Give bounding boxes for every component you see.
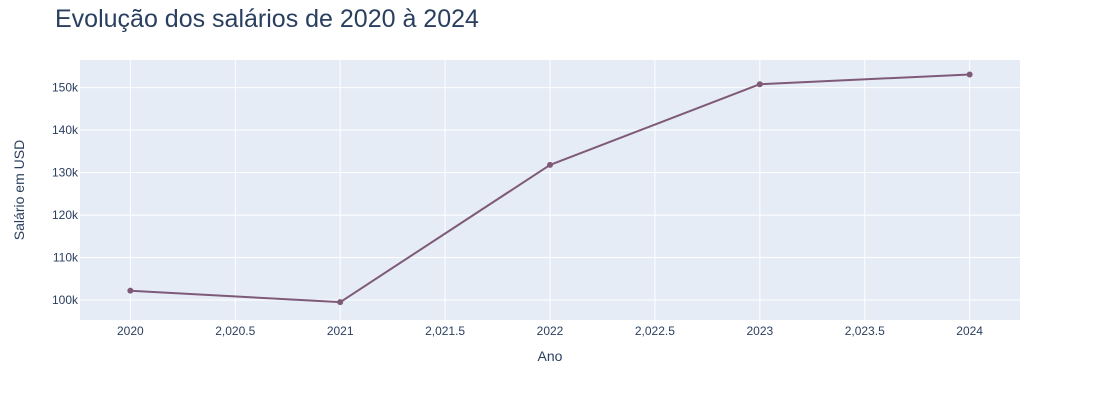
series-layer: [127, 71, 973, 306]
x-tick-label: 2022: [537, 324, 564, 338]
data-point[interactable]: [966, 71, 973, 78]
y-tick-label: 130k: [52, 166, 79, 180]
x-tick-label: 2,022.5: [635, 324, 675, 338]
x-axis-title: Ano: [538, 348, 563, 364]
x-tick-label: 2024: [956, 324, 983, 338]
x-tick-label: 2,021.5: [425, 324, 465, 338]
chart-title: Evolução dos salários de 2020 à 2024: [55, 5, 479, 33]
y-tick-labels: 100k 110k 120k 130k 140k 150k: [52, 81, 79, 307]
y-tick-label: 120k: [52, 208, 79, 222]
x-tick-label: 2023: [746, 324, 773, 338]
y-gridlines: [80, 87, 1020, 301]
data-point[interactable]: [756, 81, 763, 88]
data-point[interactable]: [547, 161, 553, 168]
data-point[interactable]: [337, 299, 344, 306]
y-tick-label: 140k: [52, 123, 79, 137]
y-tick-label: 150k: [52, 81, 79, 95]
y-tick-label: 100k: [52, 293, 79, 307]
x-tick-labels: 2020 2,020.5 2021 2,021.5 2022 2,022.5 2023 2,0…: [117, 324, 983, 338]
x-tick-label: 2,020.5: [215, 324, 255, 338]
x-tick-label: 2020: [117, 324, 144, 338]
data-point[interactable]: [127, 287, 134, 294]
y-axis-title: Salário em USD: [11, 140, 27, 240]
x-gridlines: [129, 60, 971, 320]
x-tick-label: 2021: [327, 324, 354, 338]
y-tick-label: 110k: [53, 251, 79, 265]
x-tick-label: 2,023.5: [845, 324, 885, 338]
